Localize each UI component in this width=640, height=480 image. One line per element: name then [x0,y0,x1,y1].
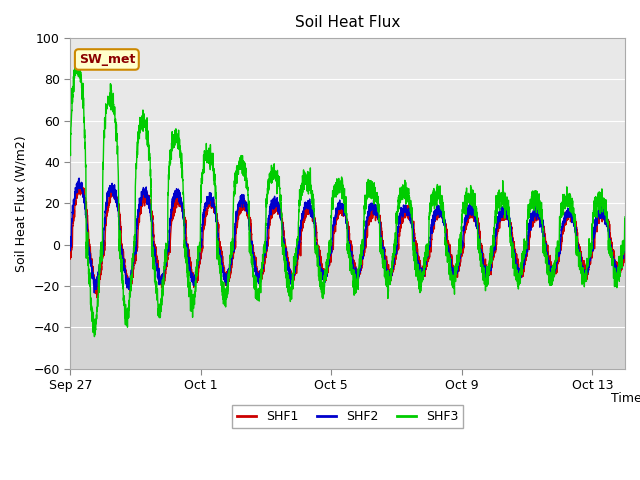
Y-axis label: Soil Heat Flux (W/m2): Soil Heat Flux (W/m2) [15,135,28,272]
Bar [70,38,625,245]
X-axis label: Time: Time [611,392,640,405]
Title: Soil Heat Flux: Soil Heat Flux [295,15,401,30]
Legend: SHF1, SHF2, SHF3: SHF1, SHF2, SHF3 [232,406,463,428]
Text: SW_met: SW_met [79,53,135,66]
